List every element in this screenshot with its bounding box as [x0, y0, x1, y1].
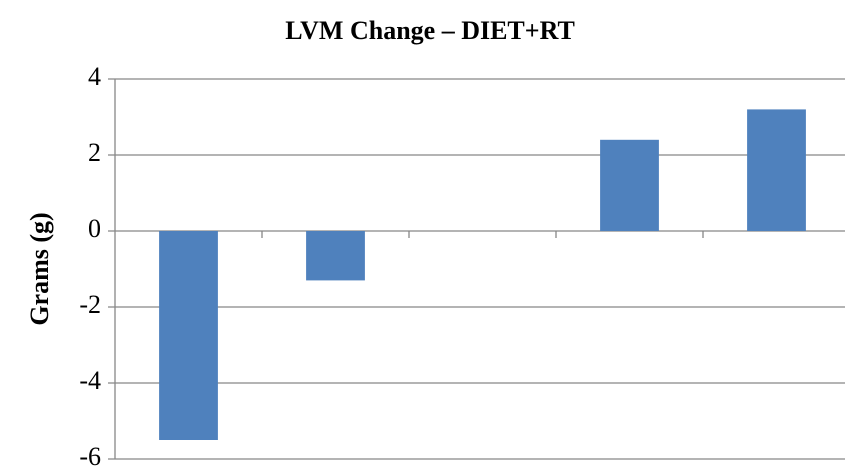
bar [159, 231, 218, 440]
y-axis-label: Grams (g) [25, 212, 54, 325]
bar [600, 139, 659, 231]
bar [306, 231, 365, 281]
y-tick-label: 4 [88, 62, 101, 91]
y-tick-label: -4 [79, 366, 101, 395]
y-tick-label: 0 [88, 214, 101, 243]
y-tick-label: -2 [79, 290, 101, 319]
chart-title: LVM Change – DIET+RT [285, 16, 575, 45]
y-tick-label: 2 [88, 138, 101, 167]
bar [747, 109, 806, 231]
y-tick-label: -6 [79, 442, 101, 471]
